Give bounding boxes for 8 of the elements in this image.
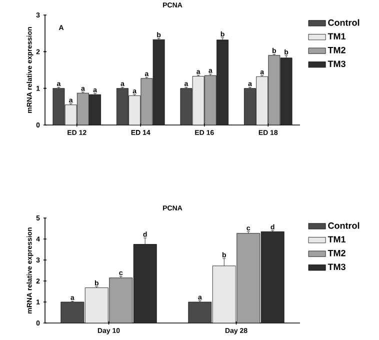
legend-label: TM2 — [328, 250, 346, 256]
legend-label: TM2 — [328, 46, 346, 54]
legend-label: Control — [328, 19, 360, 26]
legend-label: TM1 — [328, 236, 346, 242]
legend-label: TM3 — [328, 264, 346, 270]
legend-label: TM1 — [328, 33, 346, 40]
legend-label: TM3 — [328, 60, 346, 68]
legend-label: Control — [328, 222, 360, 229]
